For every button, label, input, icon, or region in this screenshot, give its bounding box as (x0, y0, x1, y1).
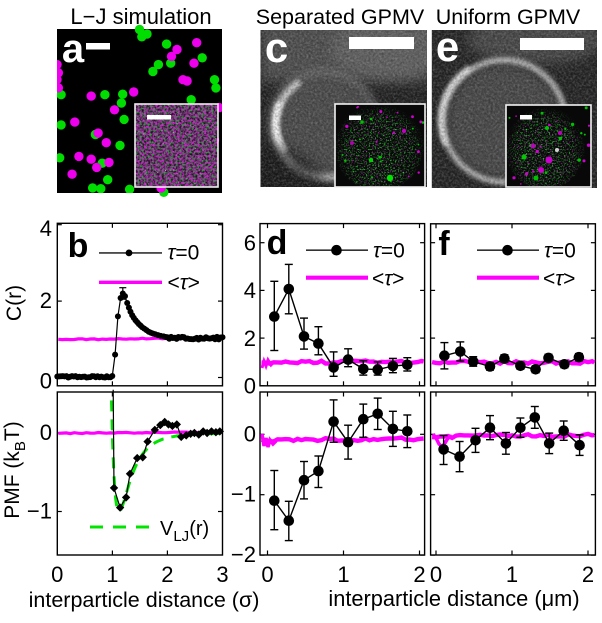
svg-text:4: 4 (244, 278, 256, 303)
svg-text:−2: −2 (231, 542, 256, 567)
svg-text:0: 0 (430, 562, 442, 587)
svg-text:d: d (267, 224, 288, 262)
svg-text:2: 2 (40, 288, 52, 313)
svg-text:f: f (438, 225, 450, 263)
svg-text:2: 2 (582, 562, 594, 587)
svg-text:interparticle distance (μm): interparticle distance (μm) (328, 586, 579, 611)
svg-text:1: 1 (106, 562, 118, 587)
svg-text:0: 0 (244, 374, 256, 399)
svg-text:0: 0 (40, 369, 52, 394)
svg-text:2: 2 (244, 326, 256, 351)
svg-text:<τ>: <τ> (168, 272, 200, 295)
svg-text:0: 0 (244, 421, 256, 446)
svg-text:4: 4 (40, 216, 52, 241)
svg-text:0: 0 (40, 420, 52, 445)
svg-text:a: a (62, 27, 85, 71)
svg-text:1: 1 (337, 562, 349, 587)
svg-text:c: c (265, 24, 288, 71)
svg-text:τ=0: τ=0 (373, 240, 405, 263)
svg-text:interparticle distance (σ): interparticle distance (σ) (29, 588, 260, 612)
svg-text:1: 1 (506, 562, 518, 587)
svg-text:−1: −1 (27, 499, 52, 524)
svg-text:−1: −1 (231, 482, 256, 507)
svg-text:L−J simulation: L−J simulation (70, 4, 211, 29)
svg-text:3: 3 (216, 562, 228, 587)
svg-text:Uniform GPMV: Uniform GPMV (436, 5, 581, 29)
svg-text:<τ>: <τ> (543, 268, 575, 291)
svg-text:2: 2 (161, 562, 173, 587)
svg-text:C(r): C(r) (3, 285, 26, 321)
svg-text:τ=0: τ=0 (544, 240, 576, 263)
svg-text:<τ>: <τ> (372, 268, 404, 291)
svg-text:τ=0: τ=0 (168, 242, 200, 265)
svg-text:0: 0 (51, 562, 63, 587)
svg-text:b: b (68, 227, 89, 265)
svg-text:0: 0 (261, 562, 273, 587)
svg-text:e: e (436, 23, 459, 70)
svg-text:2: 2 (413, 562, 425, 587)
svg-text:6: 6 (244, 231, 256, 256)
svg-text:Separated GPMV: Separated GPMV (256, 5, 425, 29)
